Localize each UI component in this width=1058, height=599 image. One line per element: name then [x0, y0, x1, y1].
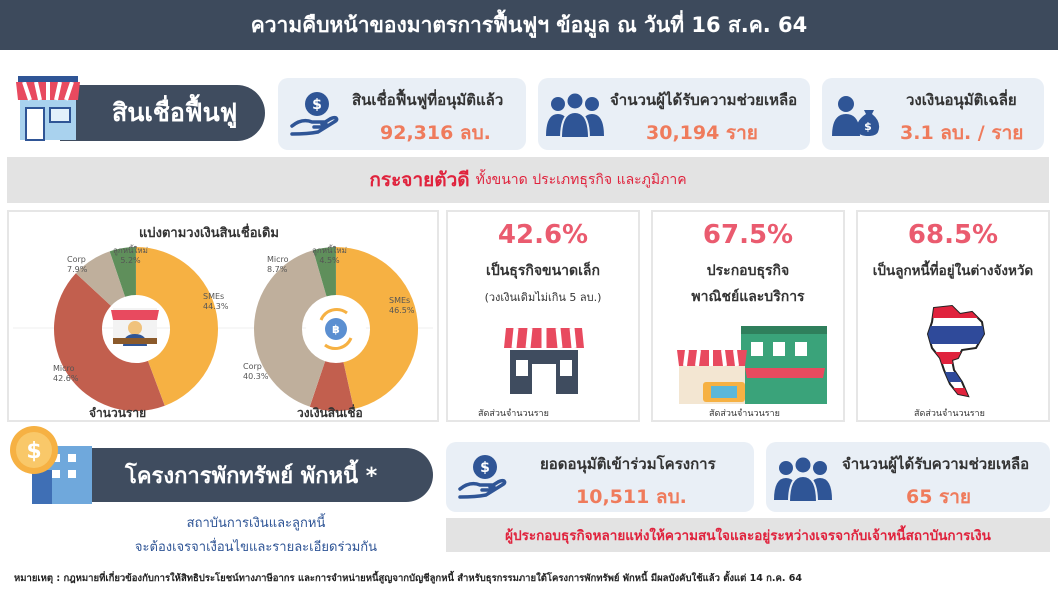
ratio-caption: สัดส่วนจำนวนราย — [914, 409, 985, 419]
amount-label-smes: SMEs 46.5% — [389, 296, 415, 315]
svg-text:฿: ฿ — [332, 323, 340, 336]
stat-title: สินเชื่อฟื้นฟูที่อนุมัติแล้ว — [352, 91, 504, 109]
people-icon — [772, 455, 834, 508]
count-label-smes: SMEs 44.3% — [203, 292, 229, 311]
stat-value: 65 ราย — [906, 486, 972, 508]
banner-highlight: กระจายตัวดี — [369, 169, 470, 191]
ratio-caption: สัดส่วนจำนวนราย — [709, 409, 780, 419]
stat-value: 10,511 ลบ. — [576, 486, 687, 508]
donut-slice-amount-2 — [254, 250, 328, 407]
donut-slice-count-0 — [134, 247, 218, 406]
negotiation-banner-text: ผู้ประกอบธุรกิจหลายแห่งให้ความสนใจและอยู… — [505, 528, 991, 544]
svg-text:$: $ — [312, 97, 322, 113]
svg-text:$: $ — [864, 120, 872, 133]
donut-panel-title: แบ่งตามวงเงินสินเชื่อเดิม — [139, 226, 279, 241]
donut-slice-count-2 — [75, 251, 127, 307]
stat-card-approved-loans: $ สินเชื่อฟื้นฟูที่อนุมัติแล้ว 92,316 ลบ… — [278, 78, 526, 150]
amount-label-micro: Micro 8.7% — [267, 255, 289, 274]
highlight-label-2: พาณิชย์และบริการ — [691, 289, 805, 305]
count-label-micro: Micro 42.6% — [53, 364, 79, 383]
stat-card-average-amount: $ วงเงินอนุมัติเฉลี่ย 3.1 ลบ. / ราย — [822, 78, 1044, 150]
banner-text: ทั้งขนาด ประเภทธุรกิจ และภูมิภาค — [475, 172, 687, 188]
thailand-map-icon — [922, 304, 988, 404]
donut-charts: ฿ — [13, 247, 433, 411]
highlight-sublabel: (วงเงินเดิมไม่เกิน 5 ลบ.) — [484, 291, 602, 304]
stat-value: 3.1 ลบ. / ราย — [900, 122, 1024, 144]
svg-text:$: $ — [26, 439, 41, 464]
highlight-small-business: 42.6% เป็นธุรกิจขนาดเล็ก (วงเงินเดิมไม่เ… — [446, 210, 640, 422]
count-caption: จำนวนราย — [89, 406, 147, 420]
stat-card-beneficiaries: จำนวนผู้ได้รับความช่วยเหลือ 30,194 ราย — [538, 78, 810, 150]
ratio-caption: สัดส่วนจำนวนราย — [478, 409, 549, 419]
highlight-label: ประกอบธุรกิจ — [706, 263, 790, 279]
donut-slice-amount-1 — [309, 360, 354, 411]
money-hand-icon: $ — [456, 451, 508, 507]
donut-chart-count — [54, 247, 218, 411]
stat-title: ยอดอนุมัติเข้าร่วมโครงการ — [540, 455, 716, 473]
count-label-new: ลูกหนี้ใหม่ 5.2% — [113, 246, 148, 265]
stat-value: 30,194 ราย — [646, 122, 758, 144]
page-title: ความคืบหน้าของมาตรการฟื้นฟูฯ ข้อมูล ณ วั… — [0, 0, 1058, 50]
donut-slice-count-3 — [109, 247, 137, 298]
storefront-icon — [675, 324, 831, 410]
debt-section-title: โครงการพักทรัพย์ พักหนี้ * — [85, 448, 433, 502]
coin-building-icon: $ — [6, 424, 98, 506]
amount-label-new: ลูกหนี้ใหม่ 4.5% — [312, 246, 347, 265]
donut-chart-amount — [254, 247, 418, 411]
coin-exchange-icon: ฿ — [306, 299, 366, 359]
negotiation-note: สถาบันการเงินและลูกหนี้ จะต้องเจรจาเงื่อ… — [134, 516, 378, 555]
highlight-provincial: 68.5% เป็นลูกหนี้ที่อยู่ในต่างจังหวัด สั… — [856, 210, 1050, 422]
money-hand-icon: $ — [288, 88, 340, 144]
people-icon — [544, 91, 606, 144]
stat-card-debt-beneficiaries: จำนวนผู้ได้รับความช่วยเหลือ 65 ราย — [766, 442, 1050, 512]
highlight-percent: 68.5% — [907, 220, 999, 250]
distribution-banner: กระจายตัวดี ทั้งขนาด ประเภทธุรกิจ และภูม… — [7, 157, 1049, 203]
stat-title: จำนวนผู้ได้รับความช่วยเหลือ — [842, 455, 1030, 473]
amount-label-corp: Corp 40.3% — [243, 362, 269, 381]
footnote: หมายเหตุ : กฎหมายที่เกี่ยวข้องกับการให้ส… — [14, 573, 803, 584]
amount-caption: วงเงินสินเชื่อ — [297, 406, 363, 420]
highlight-percent: 67.5% — [702, 220, 794, 250]
shop-icon — [14, 72, 82, 144]
svg-text:$: $ — [480, 460, 490, 476]
donut-slice-amount-0 — [334, 247, 418, 409]
donut-slice-amount-3 — [313, 247, 337, 297]
merchant-icon — [111, 308, 159, 346]
stat-title: จำนวนผู้ได้รับความช่วยเหลือ — [610, 91, 798, 109]
donut-slice-count-1 — [54, 273, 165, 411]
highlight-label: เป็นลูกหนี้ที่อยู่ในต่างจังหวัด — [872, 263, 1034, 279]
count-label-corp: Corp 7.9% — [67, 255, 88, 274]
stat-card-approved-participation: $ ยอดอนุมัติเข้าร่วมโครงการ 10,511 ลบ. — [446, 442, 754, 512]
highlight-label: เป็นธุรกิจขนาดเล็ก — [486, 263, 600, 279]
loan-section-title: สินเชื่อฟื้นฟู — [60, 85, 265, 141]
negotiation-banner: ผู้ประกอบธุรกิจหลายแห่งให้ความสนใจและอยู… — [446, 518, 1050, 552]
shop-icon — [502, 324, 586, 400]
donut-panel: แบ่งตามวงเงินสินเชื่อเดิม ฿ ลูกหนี้ใหม่ … — [7, 210, 439, 422]
stat-title: วงเงินอนุมัติเฉลี่ย — [906, 91, 1017, 109]
highlight-commerce: 67.5% ประกอบธุรกิจ พาณิชย์และบริการ สัดส… — [651, 210, 845, 422]
highlight-percent: 42.6% — [497, 220, 589, 250]
person-money-icon: $ — [830, 94, 882, 142]
stat-value: 92,316 ลบ. — [380, 122, 491, 144]
